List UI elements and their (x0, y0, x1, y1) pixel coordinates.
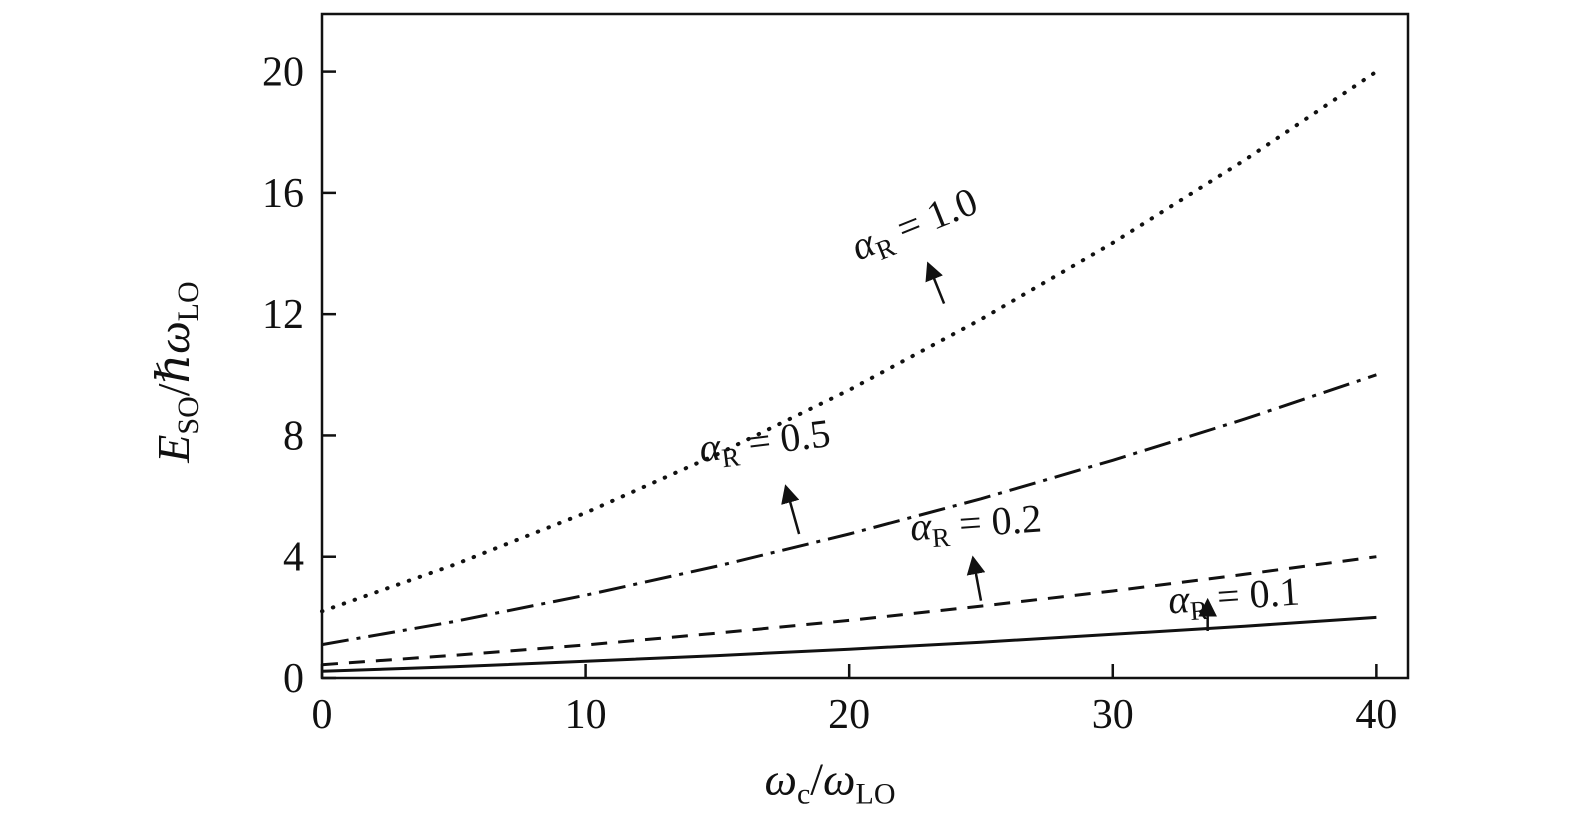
x-axis-symbol-2: ω (823, 753, 856, 805)
curve-label-alpha-0.1: αR = 0.1 (1167, 567, 1302, 628)
x-tick-label: 20 (828, 692, 870, 738)
curve-0.2-line (321, 555, 1377, 667)
alpha-value: = 0.1 (1205, 568, 1302, 620)
y-tick-label: 0 (283, 656, 304, 702)
y-tick-label: 8 (283, 413, 304, 459)
alpha-value: = 0.2 (947, 495, 1043, 547)
curve-0.5-line (321, 373, 1377, 647)
y-axis-slash: / (148, 383, 199, 397)
y-axis-subscript-2: LO (172, 281, 205, 322)
plot-area: 0 10 20 30 40 0 4 8 12 16 20 (262, 12, 1410, 738)
x-tick-label: 0 (312, 692, 333, 738)
annotation-arrow (781, 484, 801, 535)
plot-border (320, 12, 1410, 680)
alpha-symbol: α (696, 423, 723, 471)
y-axis-title: ESO/ℏωLO (146, 281, 206, 462)
y-tick-label: 16 (262, 171, 304, 217)
x-tick-label: 40 (1355, 692, 1397, 738)
alpha-subscript: R (930, 521, 951, 553)
annotation-arrow (966, 555, 986, 601)
x-axis-subscript: c (796, 777, 811, 811)
y-axis-symbol: E (148, 434, 199, 463)
alpha-symbol: α (908, 503, 933, 550)
x-axis-symbol: ω (764, 753, 797, 805)
y-axis-subscript: SO (172, 396, 205, 435)
curve-label-alpha-0.2: αR = 0.2 (908, 494, 1043, 555)
curve-1.0-line (320, 69, 1379, 614)
curve-0.1-line (321, 615, 1377, 673)
y-axis-hbar: ℏ (148, 353, 199, 384)
y-axis-symbol-2: ω (148, 321, 199, 354)
x-axis-subscript-2: LO (855, 777, 896, 811)
x-tick-label: 30 (1092, 692, 1134, 738)
x-axis-title: ωc/ωLO (764, 753, 895, 812)
x-axis-slash: / (810, 753, 824, 805)
y-tick-label: 12 (262, 292, 304, 338)
y-tick-label: 20 (262, 50, 304, 96)
alpha-value: = 0.5 (735, 410, 833, 467)
alpha-symbol: α (1166, 575, 1191, 623)
y-tick-label: 4 (283, 535, 304, 581)
alpha-subscript: R (1188, 594, 1210, 626)
annotation-arrow (925, 261, 946, 305)
x-tick-label: 10 (565, 692, 607, 738)
